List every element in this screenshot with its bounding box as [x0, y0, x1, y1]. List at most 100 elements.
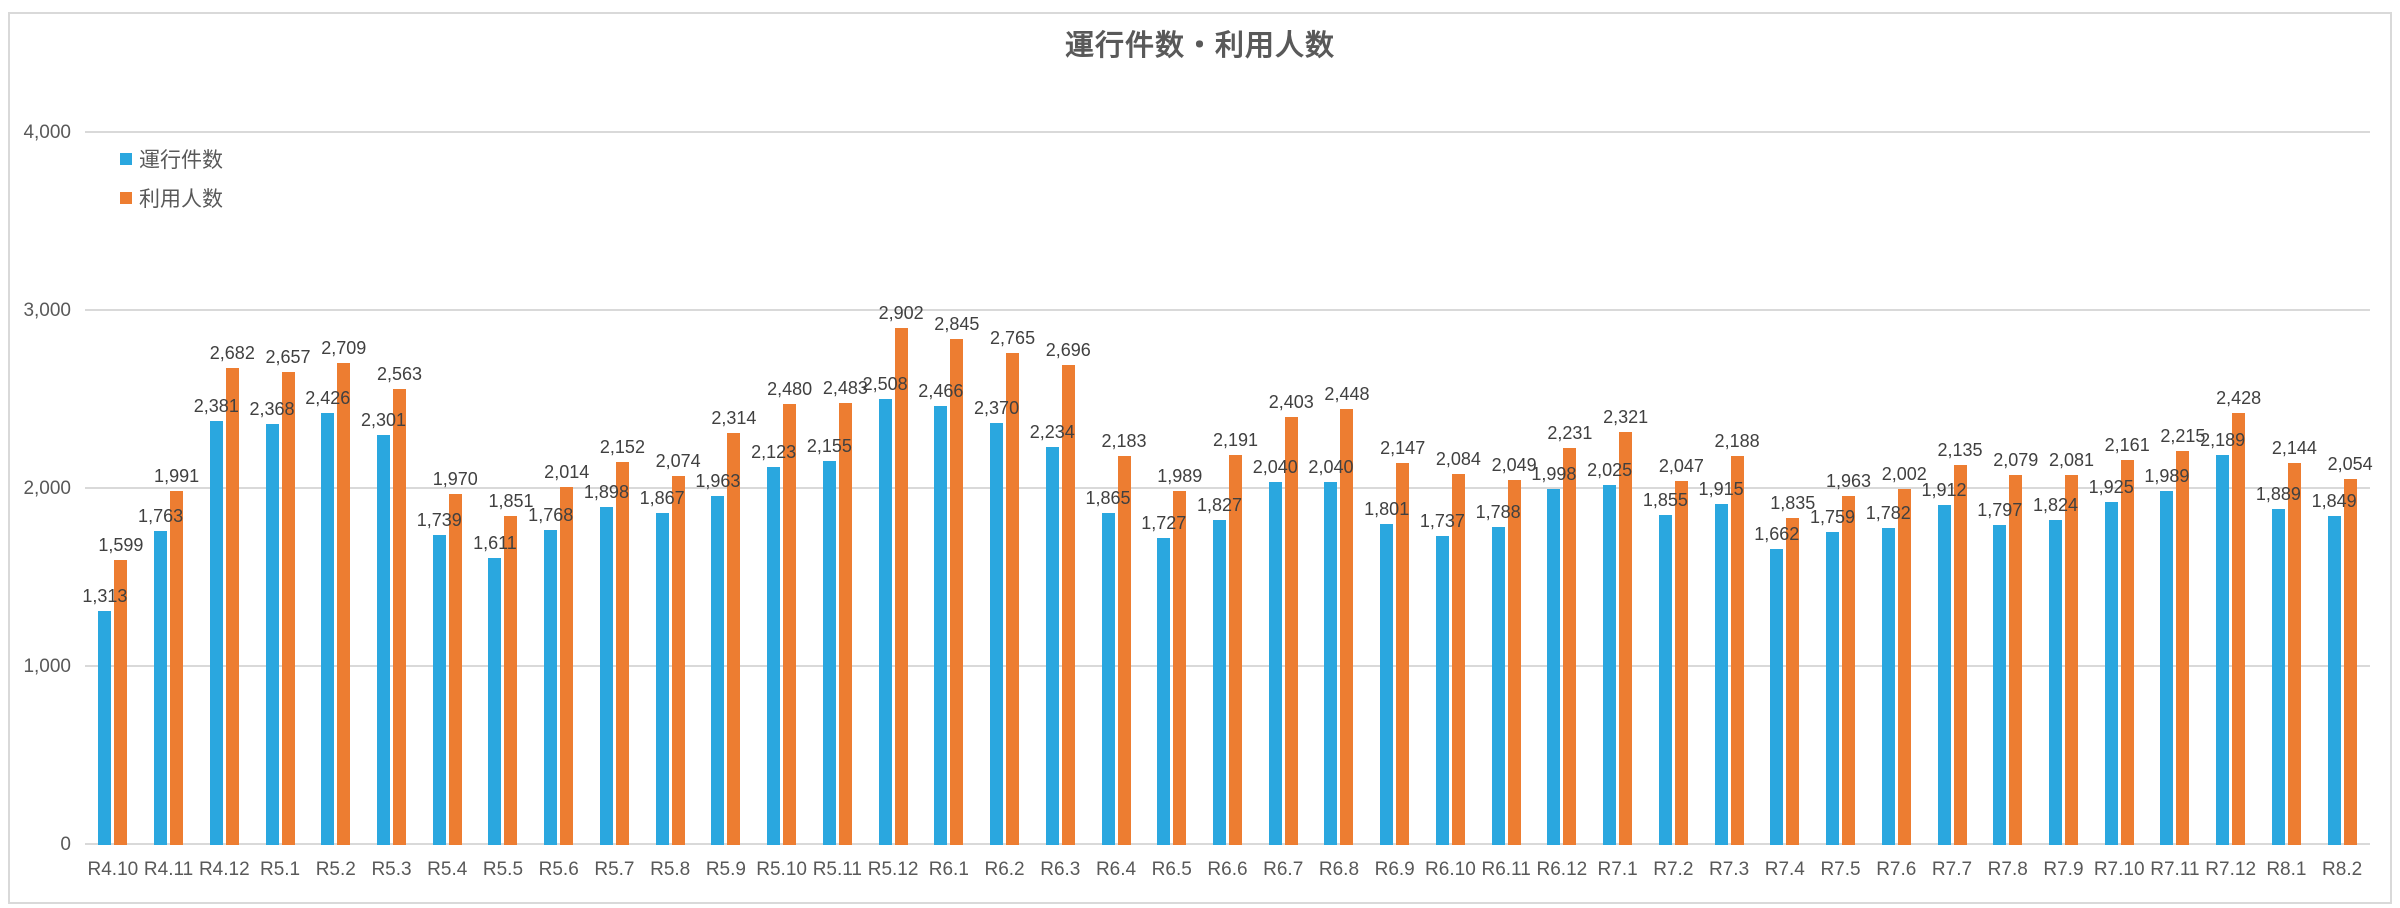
bar-slot-riyou-R7.1: 2,321: [1603, 133, 1648, 845]
data-label-unkou-R8.2: 1,849: [2311, 490, 2357, 511]
gridline-3000: [85, 309, 2370, 311]
data-label-riyou-R5.7: 2,152: [599, 436, 645, 457]
bar-riyou-R7.4: [1786, 518, 1800, 845]
bar-slot-riyou-R5.3: 2,563: [377, 133, 422, 845]
bar-unkou-R7.5: [1826, 531, 1840, 845]
category-R7.2: 1,855 2,047 R7.2: [1643, 133, 1704, 880]
bar-slot-unkou-R6.1: 2,466: [918, 133, 963, 845]
bar-slot-riyou-R5.7: 2,152: [600, 133, 645, 845]
data-label-unkou-R6.12: 1,998: [1531, 464, 1577, 485]
x-axis-label-R7.3: R7.3: [1709, 859, 1750, 880]
legend-item-riyou: 利用人数: [120, 183, 223, 213]
bar-pair-R5.6: 1,768 2,014: [528, 133, 589, 845]
x-axis-label-R5.8: R5.8: [650, 859, 691, 880]
bar-slot-riyou-R5.2: 2,709: [321, 133, 366, 845]
bar-riyou-R7.10: [2120, 460, 2134, 845]
data-label-unkou-R5.11: 2,155: [806, 436, 852, 457]
bar-unkou-R6.2: [990, 423, 1004, 845]
bar-pair-R6.5: 1,727 1,989: [1141, 133, 1203, 845]
data-label-unkou-R6.3: 2,234: [1029, 422, 1075, 443]
data-label-unkou-R7.8: 1,797: [1977, 500, 2023, 521]
data-label-unkou-R5.3: 2,301: [360, 410, 407, 431]
bar-slot-unkou-R6.10: 1,737: [1420, 133, 1465, 845]
bar-slot-riyou-R7.5: 1,963: [1826, 133, 1871, 845]
bar-slot-unkou-R6.11: 1,788: [1476, 133, 1521, 845]
data-label-riyou-R6.5: 1,989: [1157, 465, 1203, 486]
gridline-2000: [85, 487, 2370, 489]
data-label-unkou-R5.12: 2,508: [862, 373, 908, 394]
bar-riyou-R8.1: [2287, 463, 2301, 845]
bar-slot-unkou-R5.12: 2,508: [863, 133, 908, 845]
data-label-unkou-R4.12: 2,381: [193, 396, 239, 417]
bar-slot-unkou-R6.6: 1,827: [1197, 133, 1242, 845]
data-label-riyou-R7.6: 2,002: [1881, 463, 1927, 484]
data-label-unkou-R6.8: 2,040: [1308, 456, 1354, 477]
data-label-riyou-R6.10: 2,084: [1435, 449, 1481, 470]
bar-unkou-R7.8: [1993, 525, 2007, 845]
x-axis-label-R4.10: R4.10: [87, 859, 139, 880]
x-axis-label-R5.9: R5.9: [705, 859, 746, 880]
bar-slot-unkou-R8.1: 1,889: [2256, 133, 2301, 845]
bar-slot-riyou-R6.8: 2,448: [1324, 133, 1369, 845]
bar-slot-unkou-R6.5: 1,727: [1141, 133, 1186, 845]
data-label-riyou-R4.11: 1,991: [154, 465, 200, 486]
bar-unkou-R5.5: [488, 558, 502, 845]
bar-pair-R5.11: 2,155 2,483: [806, 133, 868, 845]
bar-pair-R8.1: 1,889 2,144: [2256, 133, 2317, 845]
bar-slot-riyou-R7.4: 1,835: [1770, 133, 1815, 845]
bar-riyou-R5.4: [448, 494, 462, 845]
data-label-unkou-R7.1: 2,025: [1587, 459, 1633, 480]
bar-slot-unkou-R6.12: 1,998: [1531, 133, 1576, 845]
bar-slot-riyou-R7.7: 2,135: [1937, 133, 1983, 845]
bar-pair-R6.12: 1,998 2,231: [1531, 133, 1592, 845]
bar-pair-R5.9: 1,963 2,314: [695, 133, 756, 845]
bar-unkou-R6.12: [1547, 489, 1561, 845]
bar-riyou-R6.8: [1340, 409, 1354, 845]
bar-pair-R5.5: 1,611 1,851: [473, 133, 533, 845]
bar-slot-unkou-R4.12: 2,381: [194, 133, 239, 845]
bar-riyou-R7.5: [1842, 495, 1856, 845]
x-axis-label-R6.11: R6.11: [1481, 859, 1531, 880]
bar-slot-riyou-R7.10: 2,161: [2105, 133, 2150, 845]
data-label-unkou-R5.5: 1,611: [473, 533, 517, 554]
category-R7.1: 2,025 2,321 R7.1: [1587, 133, 1648, 880]
data-label-riyou-R7.3: 2,188: [1714, 430, 1760, 451]
bar-slot-riyou-R5.12: 2,902: [879, 133, 924, 845]
data-label-unkou-R4.10: 1,313: [82, 586, 128, 607]
data-label-riyou-R6.8: 2,448: [1324, 384, 1370, 405]
x-axis-label-R7.7: R7.7: [1931, 859, 1973, 880]
y-axis-label-2000: 2,000: [23, 478, 71, 499]
bar-unkou-R6.9: [1380, 524, 1394, 845]
category-R7.8: 1,797 2,079 R7.8: [1977, 133, 2038, 880]
x-axis-label-R5.6: R5.6: [538, 859, 579, 880]
legend-swatch-blue-icon: [120, 153, 132, 165]
data-label-unkou-R5.2: 2,426: [305, 388, 351, 409]
bar-slot-riyou-R6.9: 2,147: [1380, 133, 1425, 845]
bar-slot-unkou-R5.6: 1,768: [528, 133, 573, 845]
bar-pair-R6.2: 2,370 2,765: [974, 133, 1035, 845]
category-R7.7: 1,912 2,135 R7.7: [1921, 133, 1983, 880]
bar-riyou-R5.10: [783, 403, 797, 845]
bar-riyou-R6.4: [1117, 456, 1131, 845]
category-R6.2: 2,370 2,765 R6.2: [974, 133, 1035, 880]
bar-pair-R4.12: 2,381 2,682: [194, 133, 255, 845]
bar-unkou-R6.1: [934, 406, 948, 845]
category-R5.5: 1,611 1,851 R5.5: [473, 133, 533, 880]
bar-slot-unkou-R5.2: 2,426: [305, 133, 350, 845]
bar-riyou-R7.12: [2232, 412, 2246, 845]
bar-pair-R7.8: 1,797 2,079: [1977, 133, 2038, 845]
bar-pair-R6.8: 2,040 2,448: [1308, 133, 1369, 845]
data-label-unkou-R6.11: 1,788: [1475, 501, 1521, 522]
bar-riyou-R5.8: [671, 475, 685, 845]
category-R4.12: 2,381 2,682 R4.12: [194, 133, 255, 880]
bar-riyou-R4.10: [114, 560, 128, 845]
bar-unkou-R4.10: [98, 611, 112, 845]
bar-riyou-R6.2: [1006, 352, 1020, 845]
x-axis-label-R4.12: R4.12: [198, 859, 250, 880]
data-label-unkou-R7.6: 1,782: [1865, 502, 1911, 523]
bar-slot-riyou-R4.12: 2,682: [210, 133, 255, 845]
category-R5.2: 2,426 2,709 R5.2: [305, 133, 366, 880]
bar-slot-unkou-R6.7: 2,040: [1253, 133, 1298, 845]
category-R6.6: 1,827 2,191 R6.6: [1197, 133, 1258, 880]
bar-unkou-R5.12: [878, 398, 892, 845]
